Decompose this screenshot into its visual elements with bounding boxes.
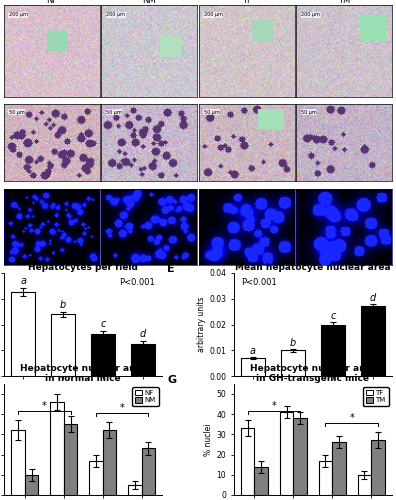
Text: E: E <box>167 264 175 274</box>
Text: a: a <box>20 276 26 286</box>
Legend: TF, TM: TF, TM <box>363 387 388 406</box>
Bar <box>255 466 268 495</box>
Title: Hepatocyte nuclear area
in normal mice: Hepatocyte nuclear area in normal mice <box>20 364 146 383</box>
Text: 200 μm: 200 μm <box>106 12 125 17</box>
Text: a: a <box>250 346 256 356</box>
Bar <box>11 292 35 376</box>
Title: NM: NM <box>143 0 156 5</box>
Text: G: G <box>167 375 176 385</box>
Y-axis label: H&E 100X: H&E 100X <box>0 36 1 66</box>
Bar <box>131 344 155 376</box>
Text: 50 μm: 50 μm <box>9 110 25 114</box>
Bar <box>361 306 385 376</box>
Bar <box>64 424 77 495</box>
Bar <box>141 448 155 495</box>
Title: Mean hepatocyte nuclear area: Mean hepatocyte nuclear area <box>235 263 390 272</box>
Y-axis label: H&E 400X: H&E 400X <box>0 127 1 158</box>
Bar <box>371 440 385 495</box>
Text: *: * <box>42 400 47 410</box>
Bar <box>241 358 265 376</box>
Bar <box>103 430 116 495</box>
Text: P<0.001: P<0.001 <box>119 278 154 287</box>
Title: Hepatocyte nuclear area
in GH-transgenic mice: Hepatocyte nuclear area in GH-transgenic… <box>250 364 376 383</box>
Bar <box>11 430 25 495</box>
Bar <box>293 418 307 495</box>
Y-axis label: % nuclei: % nuclei <box>204 423 213 456</box>
Text: 50 μm: 50 μm <box>301 110 317 114</box>
Text: b: b <box>60 300 66 310</box>
Bar <box>50 402 64 495</box>
Title: NF: NF <box>46 0 57 5</box>
Title: TF: TF <box>242 0 252 5</box>
Bar <box>91 334 115 376</box>
Text: 200 μm: 200 μm <box>204 12 223 17</box>
Title: TM: TM <box>338 0 350 5</box>
Bar <box>319 460 332 495</box>
Text: *: * <box>349 413 354 423</box>
Y-axis label: Hoechst 400X: Hoechst 400X <box>0 205 1 249</box>
Bar <box>358 475 371 495</box>
Title: Hepatocytes per field: Hepatocytes per field <box>28 263 138 272</box>
Text: 200 μm: 200 μm <box>9 12 28 17</box>
Y-axis label: arbitrary units: arbitrary units <box>197 297 206 352</box>
Text: 50 μm: 50 μm <box>106 110 122 114</box>
Text: c: c <box>101 319 106 329</box>
Text: 200 μm: 200 μm <box>301 12 320 17</box>
Text: *: * <box>272 400 276 410</box>
Bar <box>25 475 38 495</box>
Text: d: d <box>140 330 146 340</box>
Text: b: b <box>290 338 296 348</box>
Bar <box>281 350 305 376</box>
Legend: NF, NM: NF, NM <box>132 387 159 406</box>
Text: 50 μm: 50 μm <box>204 110 219 114</box>
Text: P<0.001: P<0.001 <box>242 278 277 287</box>
Bar <box>51 314 75 376</box>
Text: *: * <box>120 402 124 412</box>
Bar <box>89 460 103 495</box>
Bar <box>241 428 255 495</box>
Bar <box>280 412 293 495</box>
Text: c: c <box>330 310 335 320</box>
Bar <box>128 485 141 495</box>
Bar <box>321 324 345 376</box>
Text: d: d <box>370 292 376 302</box>
Bar <box>332 442 346 495</box>
